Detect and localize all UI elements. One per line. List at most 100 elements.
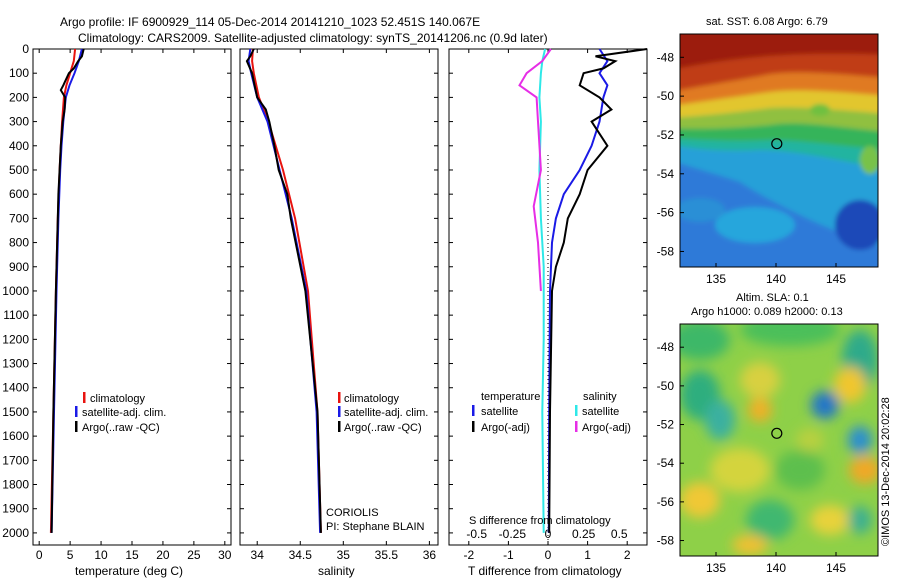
pi-label: PI: Stephane BLAIN: [326, 521, 425, 533]
x-tick-label: 20: [156, 548, 170, 562]
salinity-axes-frame: [239, 48, 439, 546]
legend-label-t-argo: Argo(-adj): [481, 422, 530, 434]
x-tick-label-salinity: -0.25: [499, 527, 527, 541]
map-x-tick-label: 145: [826, 272, 846, 286]
sla-map-subtitle: Argo h1000: 0.089 h2000: 0.13: [691, 306, 843, 318]
sla-map-panel: Altim. SLA: 0.1 Argo h1000: 0.089 h2000:…: [657, 292, 879, 575]
y-tick-label: 1800: [2, 478, 29, 492]
temperature-axes-frame: [32, 48, 232, 546]
sst-map-title: sat. SST: 6.08 Argo: 6.79: [706, 16, 828, 28]
legend-label-satellite: satellite-adj. clim.: [344, 407, 428, 419]
difference-xlabel: T difference from climatology: [468, 564, 622, 578]
x-tick-label: 0: [545, 548, 552, 562]
series-line: [245, 48, 322, 533]
y-tick-label: 1900: [2, 502, 29, 516]
map-x-tick-label: 140: [766, 561, 786, 575]
y-tick-label: 2000: [2, 526, 29, 540]
x-tick-label: 2: [624, 548, 631, 562]
map-y-tick-label: -54: [657, 167, 675, 181]
legend-swatch-climatology: [83, 392, 86, 403]
series-line: [538, 48, 547, 533]
legend-swatch-satellite: [338, 406, 341, 417]
legend-label-t-satellite: satellite: [481, 406, 518, 418]
x-tick-label: 36: [423, 548, 437, 562]
salinity-xlabel: salinity: [318, 564, 355, 578]
legend-head-salinity: salinity: [583, 391, 617, 403]
x-tick-label: -1: [503, 548, 514, 562]
difference-axes-frame: [448, 48, 648, 546]
x-tick-label-salinity: -0.5: [466, 527, 487, 541]
y-tick-label: 1000: [2, 284, 29, 298]
sst-map-panel: sat. SST: 6.08 Argo: 6.79 135 140 14: [657, 16, 879, 286]
legend-swatch-argo: [75, 421, 78, 432]
x-tick-label: -2: [463, 548, 474, 562]
x-tick-label: 25: [187, 548, 201, 562]
sla-map-title: Altim. SLA: 0.1: [736, 292, 809, 304]
map-y-tick-label: -48: [657, 340, 675, 354]
y-tick-label: 400: [9, 139, 29, 153]
x-tick-label-salinity: 0: [545, 527, 552, 541]
y-tick-label: 100: [9, 66, 29, 80]
x-tick-label: 30: [218, 548, 232, 562]
y-tick-label: 300: [9, 115, 29, 129]
argo-location-marker: [771, 427, 783, 439]
map-y-tick-label: -58: [657, 244, 675, 258]
map-y-tick-label: -50: [657, 379, 675, 393]
y-tick-label: 900: [9, 260, 29, 274]
x-tick-label: 0: [36, 548, 43, 562]
legend-swatch-t-satellite: [472, 405, 475, 416]
x-tick-label: 1: [584, 548, 591, 562]
map-x-tick-label: 145: [826, 561, 846, 575]
map-y-tick-label: -56: [657, 495, 675, 509]
legend-label-argo: Argo(..raw -QC): [344, 422, 422, 434]
legend-label-satellite: satellite-adj. clim.: [82, 407, 166, 419]
salinity-series: [245, 48, 322, 533]
x-tick-label: 15: [125, 548, 139, 562]
y-tick-label: 0: [22, 42, 29, 56]
sla-map-frame: [679, 323, 879, 557]
legend-head-temperature: temperature: [481, 391, 540, 403]
map-y-tick-label: -56: [657, 206, 675, 220]
y-tick-label: 600: [9, 187, 29, 201]
y-tick-label: 200: [9, 90, 29, 104]
legend-label-s-argo: Argo(-adj): [582, 422, 631, 434]
legend-label-s-satellite: satellite: [582, 406, 619, 418]
difference-ticks: -2 -1 0 1 2 -0.5 -0.25 0 0.25 0.5: [449, 48, 647, 562]
map-x-tick-label: 135: [706, 561, 726, 575]
temperature-xlabel: temperature (deg C): [75, 564, 183, 578]
y-tick-label: 1600: [2, 429, 29, 443]
map-x-tick-label: 140: [766, 272, 786, 286]
map-x-tick-label: 135: [706, 272, 726, 286]
series-line: [518, 48, 552, 292]
legend-swatch-s-satellite: [575, 405, 578, 416]
difference-panel: -2 -1 0 1 2 -0.5 -0.25 0 0.25 0.5 temperature sal…: [448, 48, 648, 578]
imos-credit: ©IMOS 13-Dec-2014 20:02:28: [880, 397, 892, 546]
legend-label-climatology: climatology: [90, 393, 146, 405]
sla-heatmap: [680, 324, 878, 556]
salinity-ticks: 34 34.5 35 35.5 36: [240, 48, 438, 562]
legend-swatch-satellite: [75, 406, 78, 417]
sla-map-ticks: 135 140 145 -48 -50 -52 -54 -56 -58: [657, 340, 847, 575]
x-tick-label: 10: [94, 548, 108, 562]
legend-swatch-argo: [338, 421, 341, 432]
series-line: [547, 48, 609, 533]
y-tick-label: 1200: [2, 332, 29, 346]
sst-map-ticks: 135 140 145 -48 -50 -52 -54 -56 -58: [657, 50, 847, 286]
y-tick-label: 1400: [2, 381, 29, 395]
map-y-tick-label: -54: [657, 456, 675, 470]
argo-location-marker: [771, 138, 783, 150]
x-tick-label: 35: [337, 548, 351, 562]
salinity-panel: 34 34.5 35 35.5 36 salinity climatology sate…: [239, 48, 439, 578]
map-y-tick-label: -58: [657, 534, 675, 548]
y-tick-label: 1100: [3, 308, 29, 322]
x-tick-label: 34: [251, 548, 265, 562]
temperature-series: [49, 48, 85, 533]
x-tick-label-salinity: 0.25: [572, 527, 596, 541]
series-line: [251, 48, 322, 533]
salinity-legend: climatology satellite-adj. clim. Argo(..…: [338, 392, 428, 434]
legend-swatch-t-argo: [472, 421, 475, 432]
series-line: [50, 48, 85, 533]
coriolis-label: CORIOLIS: [326, 507, 379, 519]
x-tick-label: 5: [67, 548, 74, 562]
